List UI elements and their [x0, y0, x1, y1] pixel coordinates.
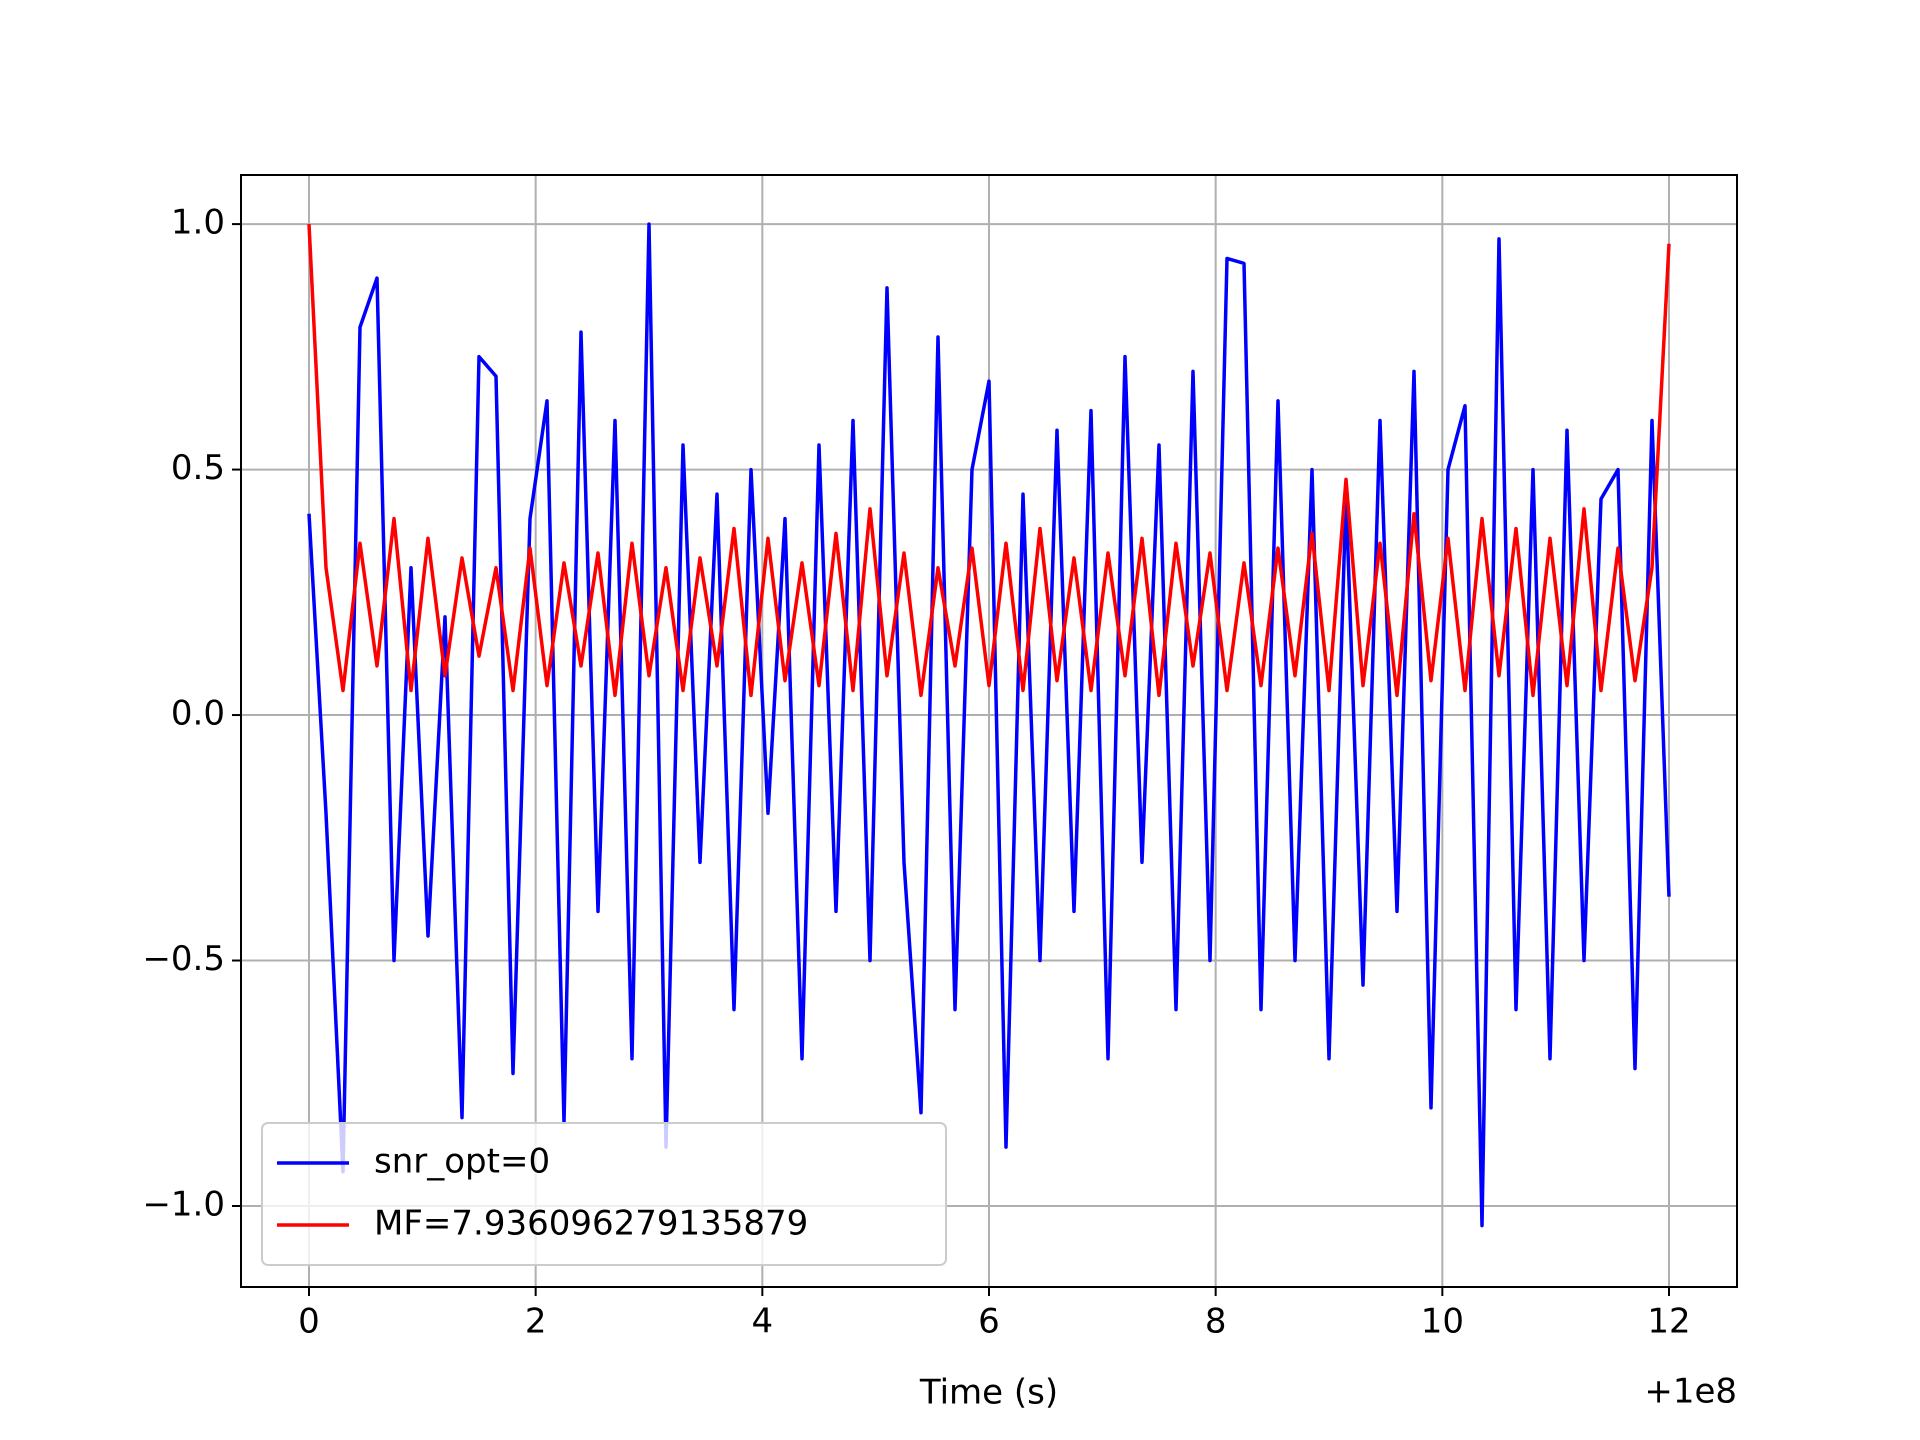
- legend-label: snr_opt=0: [374, 1142, 550, 1182]
- x-tick-label: 0: [298, 1302, 320, 1342]
- y-tick-label: 0.5: [171, 448, 225, 488]
- plot-area: [307, 222, 1671, 1228]
- series-line: [307, 222, 1671, 1228]
- y-tick-label: −1.0: [142, 1184, 225, 1224]
- legend: snr_opt=0 MF=7.936096279135879: [261, 1122, 947, 1266]
- y-tick-label: −0.5: [142, 939, 225, 979]
- x-tick-label: 6: [978, 1302, 1000, 1342]
- x-tick-label: 12: [1647, 1302, 1690, 1342]
- legend-box: [261, 1122, 947, 1266]
- x-tick-label: 4: [752, 1302, 774, 1342]
- legend-label: MF=7.936096279135879: [374, 1204, 808, 1244]
- x-offset-label: +1e8: [1644, 1372, 1737, 1412]
- series-line: [307, 224, 1671, 698]
- ticks: 0 2 4 6 8 10 12 −1.0 −0.5 0.0 0.5 1.0: [142, 203, 1690, 1342]
- x-tick-label: 8: [1205, 1302, 1227, 1342]
- y-tick-label: 1.0: [171, 203, 225, 243]
- x-axis-label: Time (s): [919, 1373, 1058, 1413]
- x-tick-label: 2: [525, 1302, 547, 1342]
- y-tick-label: 0.0: [171, 694, 225, 734]
- x-tick-label: 10: [1421, 1302, 1464, 1342]
